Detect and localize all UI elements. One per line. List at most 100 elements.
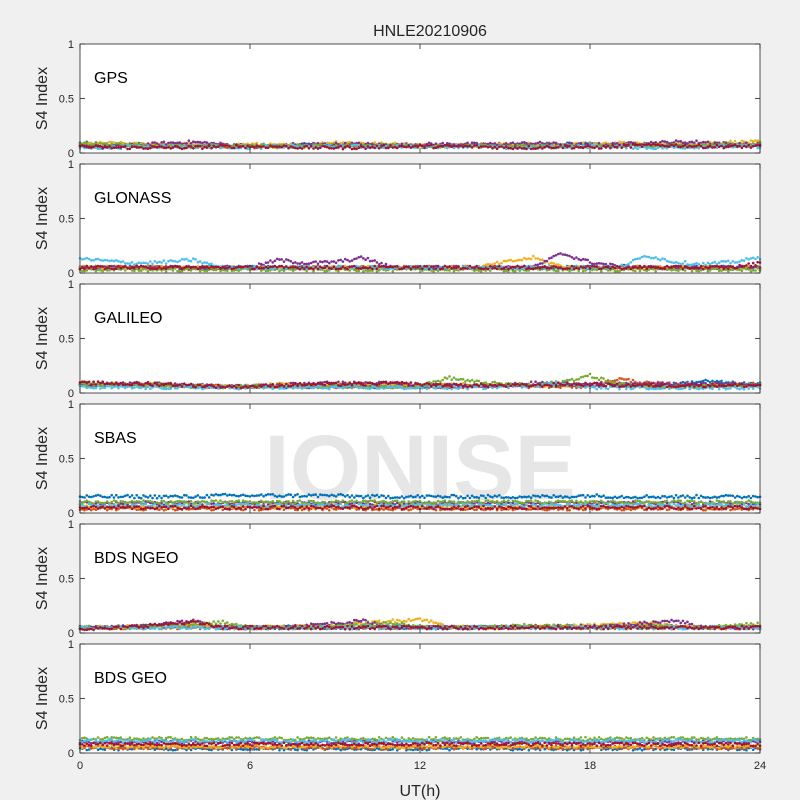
data-point bbox=[509, 258, 512, 262]
data-point bbox=[547, 145, 551, 149]
data-point bbox=[566, 145, 569, 149]
data-point bbox=[126, 143, 129, 147]
data-point bbox=[85, 256, 89, 260]
data-point bbox=[409, 144, 413, 147]
data-point bbox=[139, 146, 143, 149]
data-point bbox=[285, 265, 288, 268]
data-point bbox=[475, 141, 479, 145]
data-point bbox=[638, 264, 642, 268]
data-point bbox=[479, 145, 483, 148]
data-point bbox=[187, 139, 191, 142]
data-point bbox=[427, 144, 431, 147]
data-point bbox=[337, 146, 340, 149]
data-point bbox=[529, 257, 533, 261]
data-point bbox=[591, 143, 594, 147]
data-point bbox=[538, 145, 542, 149]
data-point bbox=[724, 145, 728, 148]
data-point bbox=[400, 144, 404, 148]
data-point bbox=[359, 145, 363, 148]
data-point bbox=[117, 267, 120, 271]
data-point bbox=[615, 269, 619, 273]
data-point bbox=[620, 141, 623, 144]
data-point bbox=[523, 147, 526, 150]
data-point bbox=[101, 147, 104, 150]
data-point bbox=[581, 146, 585, 149]
data-point bbox=[695, 265, 698, 269]
data-point bbox=[702, 261, 705, 265]
data-point bbox=[119, 264, 123, 268]
data-point bbox=[547, 257, 551, 260]
data-point bbox=[135, 146, 138, 149]
data-point bbox=[314, 146, 318, 149]
data-point bbox=[518, 258, 521, 262]
data-point bbox=[196, 144, 200, 148]
data-point bbox=[192, 147, 195, 150]
data-point bbox=[405, 143, 408, 146]
data-point bbox=[124, 142, 127, 146]
data-point bbox=[198, 140, 202, 144]
data-point bbox=[119, 140, 123, 144]
data-point bbox=[87, 142, 91, 145]
data-point bbox=[640, 266, 644, 270]
data-point bbox=[470, 266, 474, 269]
data-point bbox=[570, 255, 574, 259]
data-point bbox=[280, 264, 284, 268]
data-point bbox=[350, 147, 354, 151]
data-point bbox=[178, 269, 181, 273]
data-point bbox=[96, 147, 100, 151]
data-point bbox=[534, 147, 537, 150]
data-point bbox=[736, 261, 739, 264]
data-point bbox=[398, 144, 401, 148]
data-point bbox=[287, 146, 290, 150]
data-point bbox=[604, 143, 608, 146]
data-point bbox=[665, 265, 669, 268]
data-point bbox=[192, 257, 195, 260]
data-point bbox=[708, 269, 712, 272]
data-point bbox=[493, 145, 497, 149]
data-point bbox=[575, 256, 578, 259]
data-point bbox=[681, 147, 685, 150]
data-point bbox=[212, 268, 215, 272]
data-point bbox=[733, 145, 737, 149]
data-point bbox=[659, 258, 662, 262]
data-point bbox=[745, 264, 748, 267]
data-point bbox=[187, 145, 191, 148]
data-point bbox=[475, 265, 479, 268]
data-point bbox=[677, 143, 680, 146]
data-point bbox=[588, 261, 592, 264]
data-point bbox=[271, 145, 275, 148]
data-point bbox=[124, 145, 127, 148]
data-point bbox=[343, 257, 347, 261]
data-point bbox=[606, 266, 610, 269]
data-point bbox=[670, 260, 673, 264]
data-point bbox=[663, 140, 667, 143]
data-point bbox=[133, 145, 136, 148]
data-point bbox=[434, 142, 438, 145]
data-point bbox=[629, 267, 633, 271]
data-point bbox=[94, 144, 98, 147]
data-point bbox=[527, 267, 531, 270]
data-point bbox=[593, 262, 596, 266]
data-point bbox=[167, 141, 170, 145]
data-point bbox=[738, 268, 741, 272]
data-point bbox=[332, 147, 336, 150]
data-point bbox=[151, 145, 154, 148]
data-point bbox=[353, 143, 356, 147]
data-point bbox=[484, 263, 488, 267]
data-point bbox=[652, 147, 655, 151]
data-point bbox=[173, 144, 177, 148]
data-point bbox=[742, 144, 746, 148]
data-point bbox=[423, 264, 426, 268]
data-point bbox=[251, 145, 254, 148]
data-point bbox=[470, 141, 474, 144]
data-point bbox=[364, 147, 367, 150]
data-point bbox=[101, 265, 104, 268]
data-point bbox=[452, 266, 456, 269]
data-point bbox=[516, 258, 519, 262]
data-point bbox=[713, 146, 716, 149]
data-point bbox=[305, 262, 309, 266]
data-point bbox=[414, 144, 417, 148]
data-point bbox=[160, 145, 163, 148]
data-point bbox=[81, 144, 84, 147]
data-point bbox=[164, 262, 168, 265]
